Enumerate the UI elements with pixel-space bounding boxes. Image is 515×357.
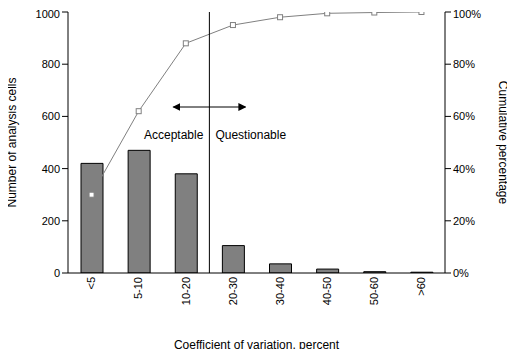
svg-text:5-10: 5-10 — [132, 277, 144, 299]
svg-text:40%: 40% — [453, 163, 475, 175]
svg-text:600: 600 — [42, 110, 60, 122]
svg-text:0%: 0% — [453, 267, 469, 279]
svg-text:60%: 60% — [453, 110, 475, 122]
svg-text:20-30: 20-30 — [227, 277, 239, 305]
svg-text:400: 400 — [42, 163, 60, 175]
svg-text:200: 200 — [42, 215, 60, 227]
svg-text:Cumulative percentage: Cumulative percentage — [496, 81, 507, 205]
svg-text:Coefficient of variation, perc: Coefficient of variation, percent — [174, 338, 340, 349]
svg-text:0: 0 — [54, 267, 60, 279]
svg-text:40-50: 40-50 — [321, 277, 333, 305]
svg-text:<5: <5 — [85, 277, 97, 290]
svg-text:100%: 100% — [453, 8, 481, 20]
svg-text:30-40: 30-40 — [274, 277, 286, 305]
svg-text:800: 800 — [42, 58, 60, 70]
svg-text:Number of analysis cells: Number of analysis cells — [8, 77, 19, 207]
svg-text:10-20: 10-20 — [180, 277, 192, 305]
svg-text:Acceptable: Acceptable — [144, 128, 204, 142]
svg-text:>60: >60 — [415, 277, 427, 296]
svg-text:20%: 20% — [453, 215, 475, 227]
svg-text:80%: 80% — [453, 58, 475, 70]
svg-text:50-60: 50-60 — [368, 277, 380, 305]
svg-text:Questionable: Questionable — [215, 128, 286, 142]
svg-text:1000: 1000 — [36, 8, 60, 20]
